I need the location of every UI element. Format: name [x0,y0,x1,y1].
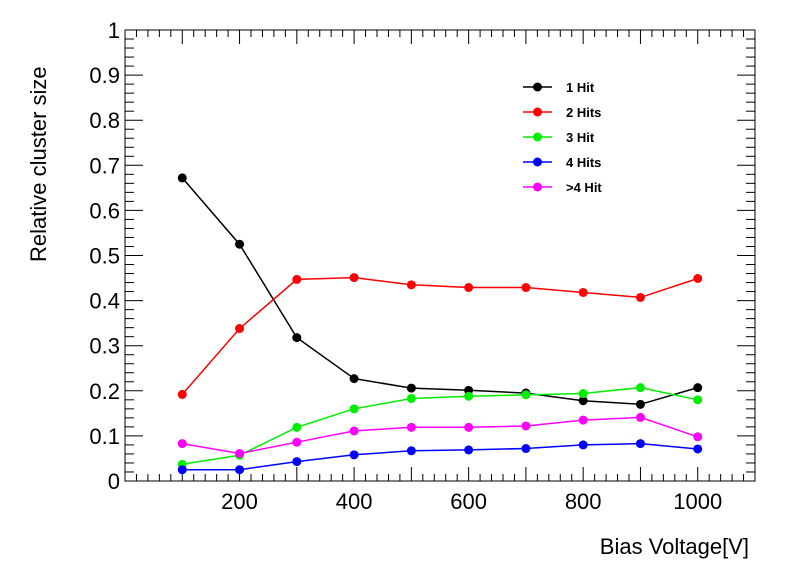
legend-entry: 3 Hit [523,130,595,145]
y-tick-label: 0.3 [89,334,120,359]
y-tick-label: 0.1 [89,424,120,449]
y-tick-label: 0 [108,469,120,494]
series-line [182,442,698,471]
data-point [693,444,703,454]
legend-label: 1 Hit [566,80,595,95]
series-3 [177,383,703,469]
data-point [693,432,703,442]
legend-entry: 4 Hits [523,155,601,170]
legend-marker [533,107,542,117]
data-point [235,448,245,458]
series-5 [177,412,703,458]
series-line [181,177,698,406]
data-point [406,422,416,432]
legend-label: 3 Hit [566,130,595,145]
data-point [292,333,302,343]
x-tick-label: 800 [565,489,602,514]
data-point [635,439,645,449]
data-point [406,393,416,403]
data-point [292,437,302,447]
legend-marker [533,132,542,142]
y-axis-title: Relative cluster size [26,66,51,262]
data-point [177,173,187,183]
data-point [464,422,474,432]
data-point [693,274,703,284]
legend-marker [533,182,542,192]
data-point [578,287,588,297]
data-point [406,446,416,456]
data-point [292,274,302,284]
data-point [464,445,474,455]
legend-label: >4 Hit [566,180,602,195]
data-point [292,422,302,432]
x-tick-label: 1000 [673,489,722,514]
series-2 [177,273,703,399]
x-tick-label: 400 [336,489,373,514]
data-point [464,391,474,401]
x-axis-ticks: 200 400 600 800 1000 [135,30,745,514]
data-point [693,383,703,393]
data-point [177,439,187,449]
y-tick-label: 0.4 [89,289,120,314]
data-point [406,383,416,393]
legend-label: 4 Hits [566,155,601,170]
data-point [578,396,588,406]
data-point [349,426,359,436]
x-tick-label: 600 [450,489,487,514]
data-point [521,283,531,293]
data-point [349,450,359,460]
y-tick-label: 0.2 [89,379,120,404]
legend-entry: 1 Hit [523,80,595,95]
data-point [693,395,703,405]
data-point [521,421,531,431]
data-point [578,415,588,425]
plot-frame [124,29,756,482]
y-tick-label: 0.9 [89,63,120,88]
data-point [235,324,245,334]
y-tick-label: 0.7 [89,153,120,178]
data-point [635,292,645,302]
y-tick-label: 0.6 [89,198,120,223]
data-point [464,283,474,293]
data-point [635,412,645,422]
data-point [578,389,588,399]
legend-entry: 2 Hits [523,105,601,120]
y-axis-ticks: 0 0.1 0.2 0.3 0.4 0.5 0.6 0.7 0.8 0.9 1 [89,18,755,494]
data-point [177,465,187,475]
series-line [181,276,698,395]
x-axis-title: Bias Voltage[V] [600,534,749,559]
legend-marker [533,82,542,92]
y-tick-label: 1 [108,18,120,43]
data-point [349,404,359,414]
y-tick-label: 0.5 [89,244,120,269]
series-line [182,386,698,466]
series-line [182,416,698,455]
x-tick-label: 200 [221,489,258,514]
data-point [521,444,531,454]
data-point [349,374,359,384]
data-point [406,280,416,290]
series-1 [177,173,703,409]
data-point [235,465,245,475]
data-point [578,440,588,450]
data-point [635,399,645,409]
data-point [521,390,531,400]
data-point [635,383,645,393]
y-tick-label: 0.8 [89,108,120,133]
data-point [349,273,359,283]
legend-entry: >4 Hit [523,180,602,195]
series-layer [177,173,703,475]
legend-label: 2 Hits [566,105,601,120]
data-point [292,457,302,467]
legend-marker [533,157,542,167]
data-point [235,239,245,249]
data-point [177,389,187,399]
series-4 [177,439,703,475]
legend: 1 Hit 2 Hits 3 Hit 4 Hits >4 Hit [523,80,602,195]
